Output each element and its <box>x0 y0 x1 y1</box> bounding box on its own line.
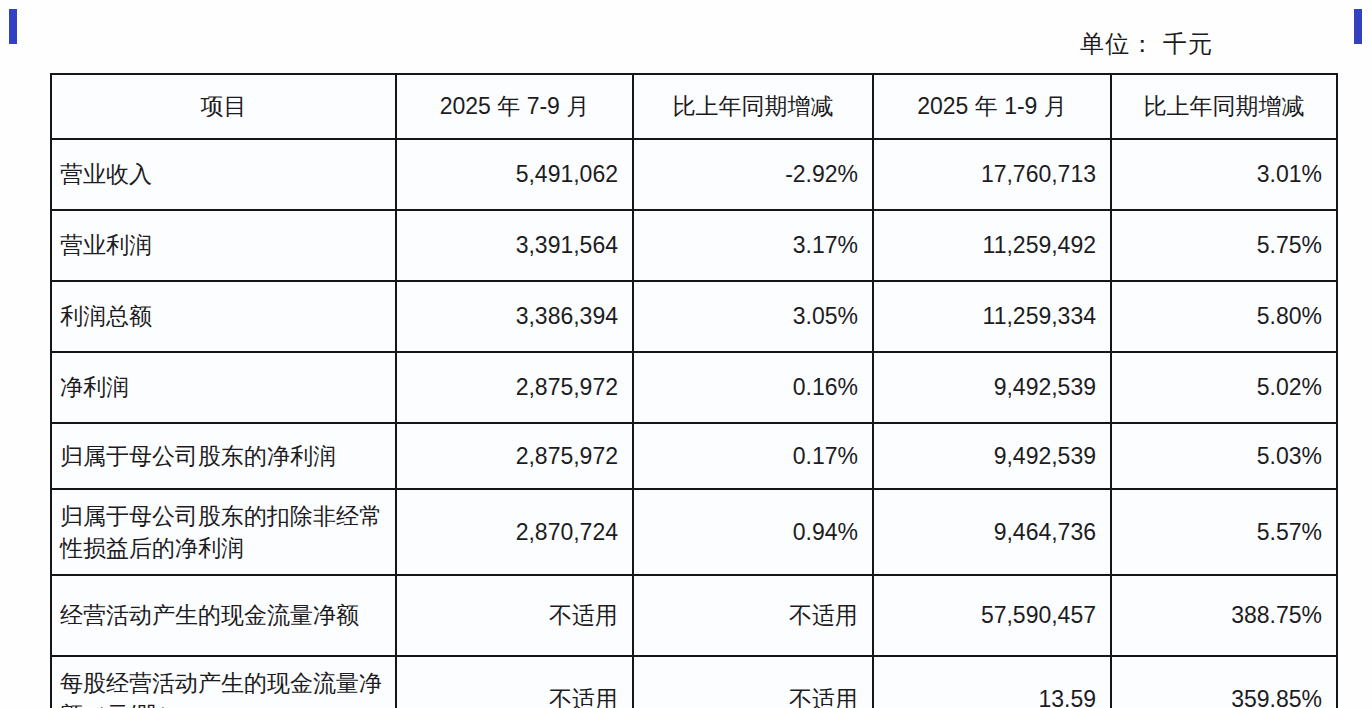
row-label: 每股经营活动产生的现金流量净额（元/股） <box>51 656 396 708</box>
report-page: 单位： 千元 项目 2025 年 7-9 月 比上年同期增减 2025 年 1-… <box>0 0 1372 708</box>
q3-value: 不适用 <box>396 575 633 656</box>
q3-yoy: 3.05% <box>633 281 873 352</box>
q3-yoy: 不适用 <box>633 656 873 708</box>
table-row-net-profit-parent: 归属于母公司股东的净利润 2,875,972 0.17% 9,492,539 5… <box>51 423 1337 489</box>
ytd-yoy: 5.03% <box>1111 423 1337 489</box>
ytd-yoy: 388.75% <box>1111 575 1337 656</box>
row-label: 经营活动产生的现金流量净额 <box>51 575 396 656</box>
ytd-value: 9,464,736 <box>873 489 1111 575</box>
col-header-q3-yoy: 比上年同期增减 <box>633 74 873 139</box>
q3-yoy: -2.92% <box>633 139 873 210</box>
table-row-operating-profit: 营业利润 3,391,564 3.17% 11,259,492 5.75% <box>51 210 1337 281</box>
row-label: 利润总额 <box>51 281 396 352</box>
ytd-value: 13.59 <box>873 656 1111 708</box>
row-label: 营业收入 <box>51 139 396 210</box>
q3-value: 2,870,724 <box>396 489 633 575</box>
ytd-yoy: 5.02% <box>1111 352 1337 423</box>
header-row: 项目 2025 年 7-9 月 比上年同期增减 2025 年 1-9 月 比上年… <box>51 74 1337 139</box>
ytd-value: 11,259,334 <box>873 281 1111 352</box>
row-label: 净利润 <box>51 352 396 423</box>
q3-yoy: 0.17% <box>633 423 873 489</box>
unit-label: 单位： 千元 <box>1080 28 1213 60</box>
table-row-revenue: 营业收入 5,491,062 -2.92% 17,760,713 3.01% <box>51 139 1337 210</box>
financial-summary-table: 项目 2025 年 7-9 月 比上年同期增减 2025 年 1-9 月 比上年… <box>50 73 1338 708</box>
col-header-ytd-yoy: 比上年同期增减 <box>1111 74 1337 139</box>
row-label: 归属于母公司股东的扣除非经常性损益后的净利润 <box>51 489 396 575</box>
table-row-cash-flow-per-share: 每股经营活动产生的现金流量净额（元/股） 不适用 不适用 13.59 359.8… <box>51 656 1337 708</box>
q3-value: 2,875,972 <box>396 352 633 423</box>
ytd-value: 9,492,539 <box>873 423 1111 489</box>
ytd-yoy: 5.80% <box>1111 281 1337 352</box>
row-label: 营业利润 <box>51 210 396 281</box>
q3-yoy: 3.17% <box>633 210 873 281</box>
ytd-value: 57,590,457 <box>873 575 1111 656</box>
ytd-value: 9,492,539 <box>873 352 1111 423</box>
right-accent-bar <box>1354 9 1362 44</box>
table-row-total-profit: 利润总额 3,386,394 3.05% 11,259,334 5.80% <box>51 281 1337 352</box>
ytd-value: 11,259,492 <box>873 210 1111 281</box>
q3-value: 不适用 <box>396 656 633 708</box>
col-header-q3-period: 2025 年 7-9 月 <box>396 74 633 139</box>
table-row-net-profit-excl-nonrecurring: 归属于母公司股东的扣除非经常性损益后的净利润 2,870,724 0.94% 9… <box>51 489 1337 575</box>
q3-yoy: 0.94% <box>633 489 873 575</box>
q3-yoy: 0.16% <box>633 352 873 423</box>
q3-yoy: 不适用 <box>633 575 873 656</box>
q3-value: 3,391,564 <box>396 210 633 281</box>
q3-value: 5,491,062 <box>396 139 633 210</box>
ytd-yoy: 5.75% <box>1111 210 1337 281</box>
table-row-net-profit: 净利润 2,875,972 0.16% 9,492,539 5.02% <box>51 352 1337 423</box>
q3-value: 3,386,394 <box>396 281 633 352</box>
q3-value: 2,875,972 <box>396 423 633 489</box>
ytd-yoy: 3.01% <box>1111 139 1337 210</box>
ytd-yoy: 359.85% <box>1111 656 1337 708</box>
ytd-yoy: 5.57% <box>1111 489 1337 575</box>
col-header-item: 项目 <box>51 74 396 139</box>
left-accent-bar <box>9 9 17 44</box>
col-header-ytd-period: 2025 年 1-9 月 <box>873 74 1111 139</box>
row-label: 归属于母公司股东的净利润 <box>51 423 396 489</box>
table-row-operating-cash-flow: 经营活动产生的现金流量净额 不适用 不适用 57,590,457 388.75% <box>51 575 1337 656</box>
ytd-value: 17,760,713 <box>873 139 1111 210</box>
